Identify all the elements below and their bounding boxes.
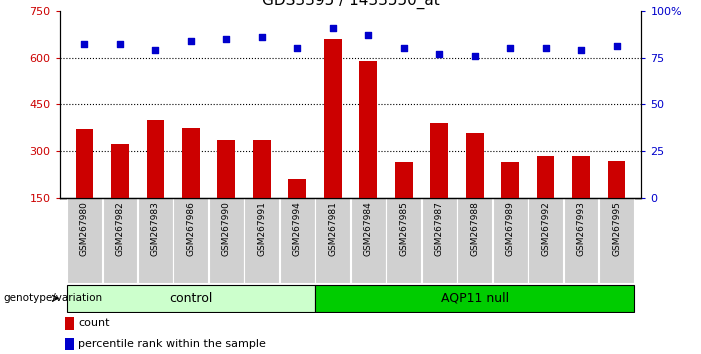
Title: GDS3395 / 1433550_at: GDS3395 / 1433550_at xyxy=(261,0,440,9)
Bar xyxy=(599,198,634,283)
Bar xyxy=(422,198,456,283)
Bar xyxy=(76,130,93,198)
Text: GSM267982: GSM267982 xyxy=(116,201,124,256)
Text: GSM267994: GSM267994 xyxy=(293,201,302,256)
Point xyxy=(362,32,374,38)
Bar xyxy=(360,61,377,198)
Bar xyxy=(564,198,599,283)
Text: GSM267984: GSM267984 xyxy=(364,201,373,256)
Text: AQP11 null: AQP11 null xyxy=(441,292,509,305)
Text: GSM267995: GSM267995 xyxy=(612,201,621,256)
Bar xyxy=(395,162,413,198)
Bar xyxy=(324,39,341,198)
Bar xyxy=(209,198,244,283)
Text: genotype/variation: genotype/variation xyxy=(4,293,102,303)
Bar xyxy=(430,123,448,198)
Bar xyxy=(457,198,492,283)
Point xyxy=(611,44,622,49)
Bar xyxy=(67,285,315,312)
Point xyxy=(469,53,480,58)
Bar xyxy=(245,198,279,283)
Bar xyxy=(315,198,350,283)
Bar xyxy=(111,143,129,198)
Bar xyxy=(501,162,519,198)
Point xyxy=(576,47,587,53)
Bar xyxy=(529,198,563,283)
Text: GSM267989: GSM267989 xyxy=(505,201,515,256)
Text: percentile rank within the sample: percentile rank within the sample xyxy=(79,339,266,349)
Bar xyxy=(253,141,271,198)
Point xyxy=(540,45,551,51)
Text: GSM267988: GSM267988 xyxy=(470,201,479,256)
Bar xyxy=(65,338,74,350)
Bar xyxy=(173,198,208,283)
Text: GSM267991: GSM267991 xyxy=(257,201,266,256)
Bar xyxy=(608,161,625,198)
Bar xyxy=(102,198,137,283)
Bar xyxy=(65,318,74,330)
Bar xyxy=(572,156,590,198)
Bar xyxy=(315,285,634,312)
Text: GSM267992: GSM267992 xyxy=(541,201,550,256)
Bar xyxy=(67,198,102,283)
Bar xyxy=(138,198,172,283)
Point xyxy=(221,36,232,42)
Bar xyxy=(386,198,421,283)
Point xyxy=(256,34,267,40)
Point xyxy=(505,45,516,51)
Text: count: count xyxy=(79,319,109,329)
Text: GSM267986: GSM267986 xyxy=(186,201,196,256)
Bar xyxy=(537,156,554,198)
Text: GSM267980: GSM267980 xyxy=(80,201,89,256)
Bar xyxy=(351,198,386,283)
Text: GSM267993: GSM267993 xyxy=(577,201,585,256)
Text: control: control xyxy=(169,292,212,305)
Text: GSM267987: GSM267987 xyxy=(435,201,444,256)
Point xyxy=(292,45,303,51)
Bar xyxy=(182,128,200,198)
Point xyxy=(434,51,445,57)
Bar xyxy=(280,198,315,283)
Bar xyxy=(217,141,236,198)
Text: GSM267983: GSM267983 xyxy=(151,201,160,256)
Point xyxy=(327,25,339,30)
Bar xyxy=(288,179,306,198)
Bar xyxy=(465,133,484,198)
Bar xyxy=(147,120,164,198)
Point xyxy=(398,45,409,51)
Point xyxy=(185,38,196,44)
Point xyxy=(114,41,125,47)
Text: GSM267981: GSM267981 xyxy=(328,201,337,256)
Text: GSM267985: GSM267985 xyxy=(399,201,408,256)
Point xyxy=(79,41,90,47)
Text: GSM267990: GSM267990 xyxy=(222,201,231,256)
Bar xyxy=(493,198,528,283)
Point xyxy=(150,47,161,53)
